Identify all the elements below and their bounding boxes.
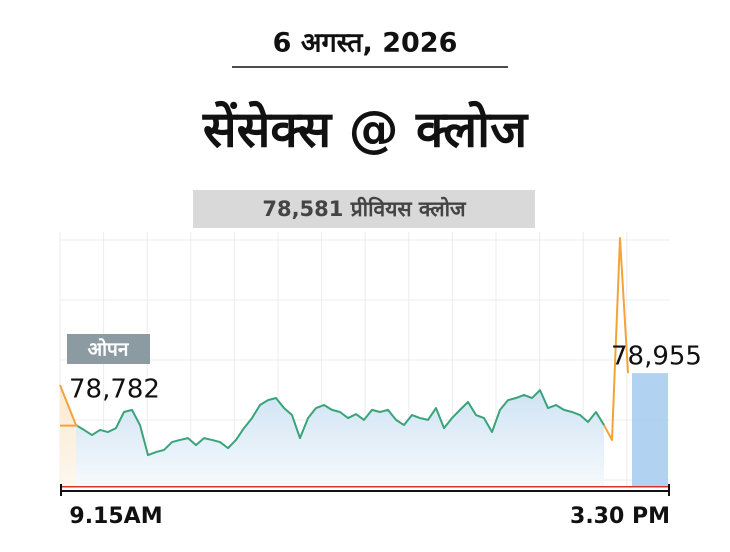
close-value: 78,955 — [611, 342, 702, 372]
open-label: ओपन — [88, 338, 130, 361]
line — [603, 237, 629, 441]
x-tick-label: 3.30 PM — [570, 504, 670, 529]
previous-close-box — [193, 190, 535, 228]
previous-close: 78,581 प्रीवियस क्लोज — [262, 196, 467, 221]
previous-close-value: 78,581 — [262, 197, 343, 221]
open-value: 78,782 — [69, 375, 160, 405]
chart-title: सेंसेक्स @ क्लोज — [202, 101, 529, 159]
previous-close-label: प्रीवियस क्लोज — [350, 196, 467, 221]
close-bar — [632, 373, 668, 487]
area-fill — [76, 390, 604, 487]
x-tick-label: 9.15AM — [69, 504, 162, 529]
line — [75, 389, 605, 457]
line — [59, 384, 77, 426]
plot — [59, 237, 670, 488]
open-tag — [67, 334, 150, 364]
date: 6 अगस्त, 2026 — [273, 28, 458, 59]
area-fill — [60, 384, 76, 487]
